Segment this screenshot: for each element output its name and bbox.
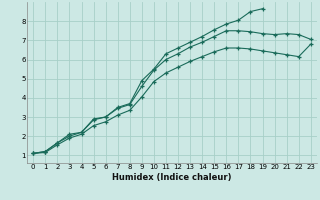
X-axis label: Humidex (Indice chaleur): Humidex (Indice chaleur) [112, 173, 232, 182]
